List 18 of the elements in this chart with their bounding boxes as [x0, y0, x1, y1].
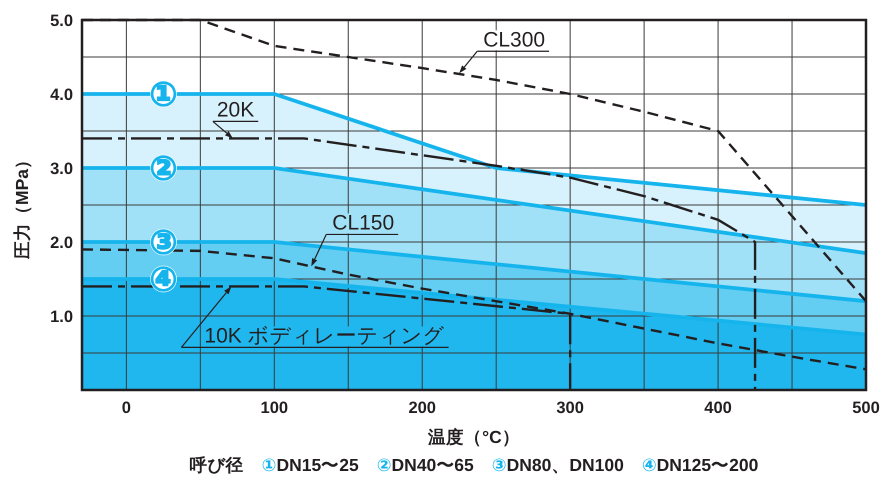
- y-tick-label: 5.0: [50, 12, 73, 30]
- y-tick-label: 1.0: [50, 308, 73, 326]
- x-tick-label: 100: [260, 399, 288, 417]
- x-axis-title: 温度（°C）: [427, 427, 520, 447]
- annotation: CL150: [332, 211, 394, 234]
- y-tick-label: 2.0: [50, 234, 73, 252]
- y-tick-label: 3.0: [50, 160, 73, 178]
- y-axis-title: 圧力（MPa）: [12, 151, 32, 260]
- annotation: CL300: [483, 28, 546, 52]
- annotation: 10K ボディレーティング: [204, 324, 445, 348]
- x-tick-label: 400: [704, 399, 732, 417]
- x-tick-label: 300: [556, 399, 584, 417]
- x-tick-label: 0: [122, 399, 131, 417]
- text: 呼び径 ①DN15〜25 ②DN40〜65 ③DN80、DN100 ④DN125〜200: [190, 455, 758, 475]
- x-tick-label: 200: [408, 399, 436, 417]
- annotation: 20K: [216, 98, 254, 122]
- x-tick-label: 500: [852, 399, 880, 417]
- y-tick-label: 4.0: [50, 86, 73, 104]
